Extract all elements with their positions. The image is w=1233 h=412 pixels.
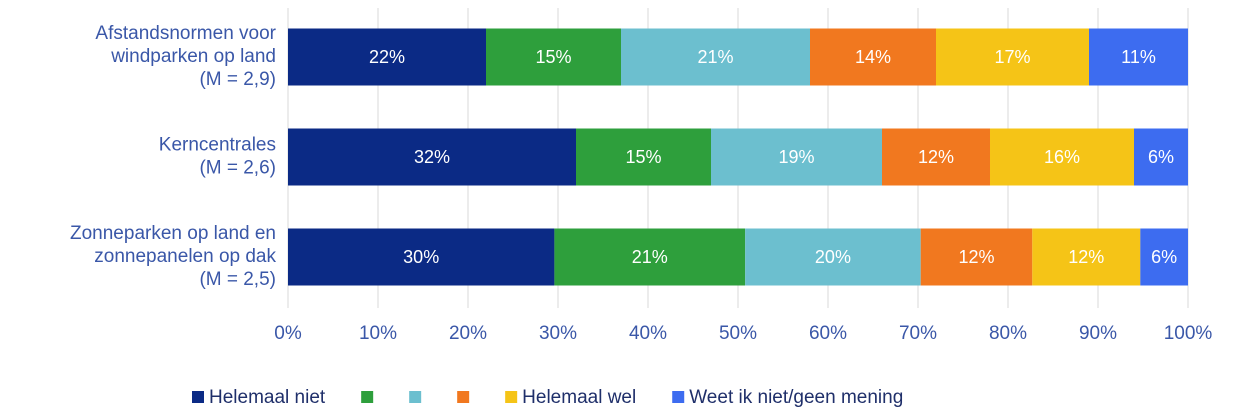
bar-segment bbox=[711, 128, 882, 186]
value-label: 32% bbox=[414, 147, 450, 167]
bar-segment bbox=[486, 28, 621, 86]
bar-segment bbox=[288, 28, 486, 86]
bar-segment bbox=[920, 228, 1033, 286]
bar-segment bbox=[882, 128, 990, 186]
legend-swatch bbox=[672, 391, 685, 403]
value-label: 12% bbox=[958, 247, 994, 267]
bar-segment bbox=[936, 28, 1089, 86]
bar-segment bbox=[745, 228, 921, 286]
category-label: Zonneparken op land en bbox=[70, 223, 276, 244]
category-label: zonnepanelen op dak bbox=[94, 246, 276, 267]
value-label: 22% bbox=[369, 47, 405, 67]
value-label: 6% bbox=[1148, 147, 1174, 167]
bar-segment bbox=[990, 128, 1134, 186]
category-label: Afstandsnormen voor bbox=[95, 23, 276, 44]
x-tick-label: 70% bbox=[899, 323, 937, 344]
x-tick-label: 10% bbox=[359, 323, 397, 344]
value-label: 16% bbox=[1044, 147, 1080, 167]
legend-label: Helemaal niet bbox=[209, 387, 326, 408]
value-label: 12% bbox=[918, 147, 954, 167]
x-tick-label: 40% bbox=[629, 323, 667, 344]
category-label: windparken op land bbox=[110, 46, 276, 67]
value-label: 20% bbox=[815, 247, 851, 267]
x-tick-label: 30% bbox=[539, 323, 577, 344]
legend-swatch bbox=[457, 391, 470, 403]
x-tick-label: 20% bbox=[449, 323, 487, 344]
x-tick-label: 90% bbox=[1079, 323, 1117, 344]
legend-swatch bbox=[361, 391, 374, 403]
bar-segment bbox=[810, 28, 936, 86]
x-tick-label: 60% bbox=[809, 323, 847, 344]
value-label: 15% bbox=[535, 47, 571, 67]
category-label: (M = 2,9) bbox=[199, 69, 276, 90]
value-label: 21% bbox=[632, 247, 668, 267]
value-label: 30% bbox=[403, 247, 439, 267]
bar-segment bbox=[621, 28, 810, 86]
x-tick-label: 80% bbox=[989, 323, 1027, 344]
value-label: 14% bbox=[855, 47, 891, 67]
value-label: 17% bbox=[994, 47, 1030, 67]
legend-swatch bbox=[192, 391, 204, 403]
category-label: (M = 2,6) bbox=[199, 158, 276, 179]
value-label: 6% bbox=[1151, 247, 1177, 267]
value-label: 15% bbox=[625, 147, 661, 167]
x-tick-label: 0% bbox=[274, 323, 302, 344]
bar-segment bbox=[1134, 128, 1188, 186]
legend-swatch bbox=[409, 391, 422, 403]
value-label: 12% bbox=[1068, 247, 1104, 267]
value-label: 21% bbox=[697, 47, 733, 67]
x-tick-label: 50% bbox=[719, 323, 757, 344]
bar-segment bbox=[576, 128, 711, 186]
category-label: (M = 2,5) bbox=[199, 269, 276, 290]
value-label: 19% bbox=[778, 147, 814, 167]
legend-label: Helemaal wel bbox=[522, 387, 636, 408]
legend-swatch bbox=[505, 391, 518, 403]
bar-segment bbox=[1140, 228, 1188, 286]
x-tick-label: 100% bbox=[1164, 323, 1213, 344]
bar-segment bbox=[288, 128, 576, 186]
bar-segment bbox=[1089, 28, 1188, 86]
category-label: Kerncentrales bbox=[159, 135, 276, 156]
bar-segment bbox=[1032, 228, 1141, 286]
bar-segment bbox=[288, 228, 555, 286]
value-label: 11% bbox=[1121, 47, 1156, 67]
legend-label: Weet ik niet/geen mening bbox=[689, 387, 903, 408]
bar-segment bbox=[554, 228, 746, 286]
